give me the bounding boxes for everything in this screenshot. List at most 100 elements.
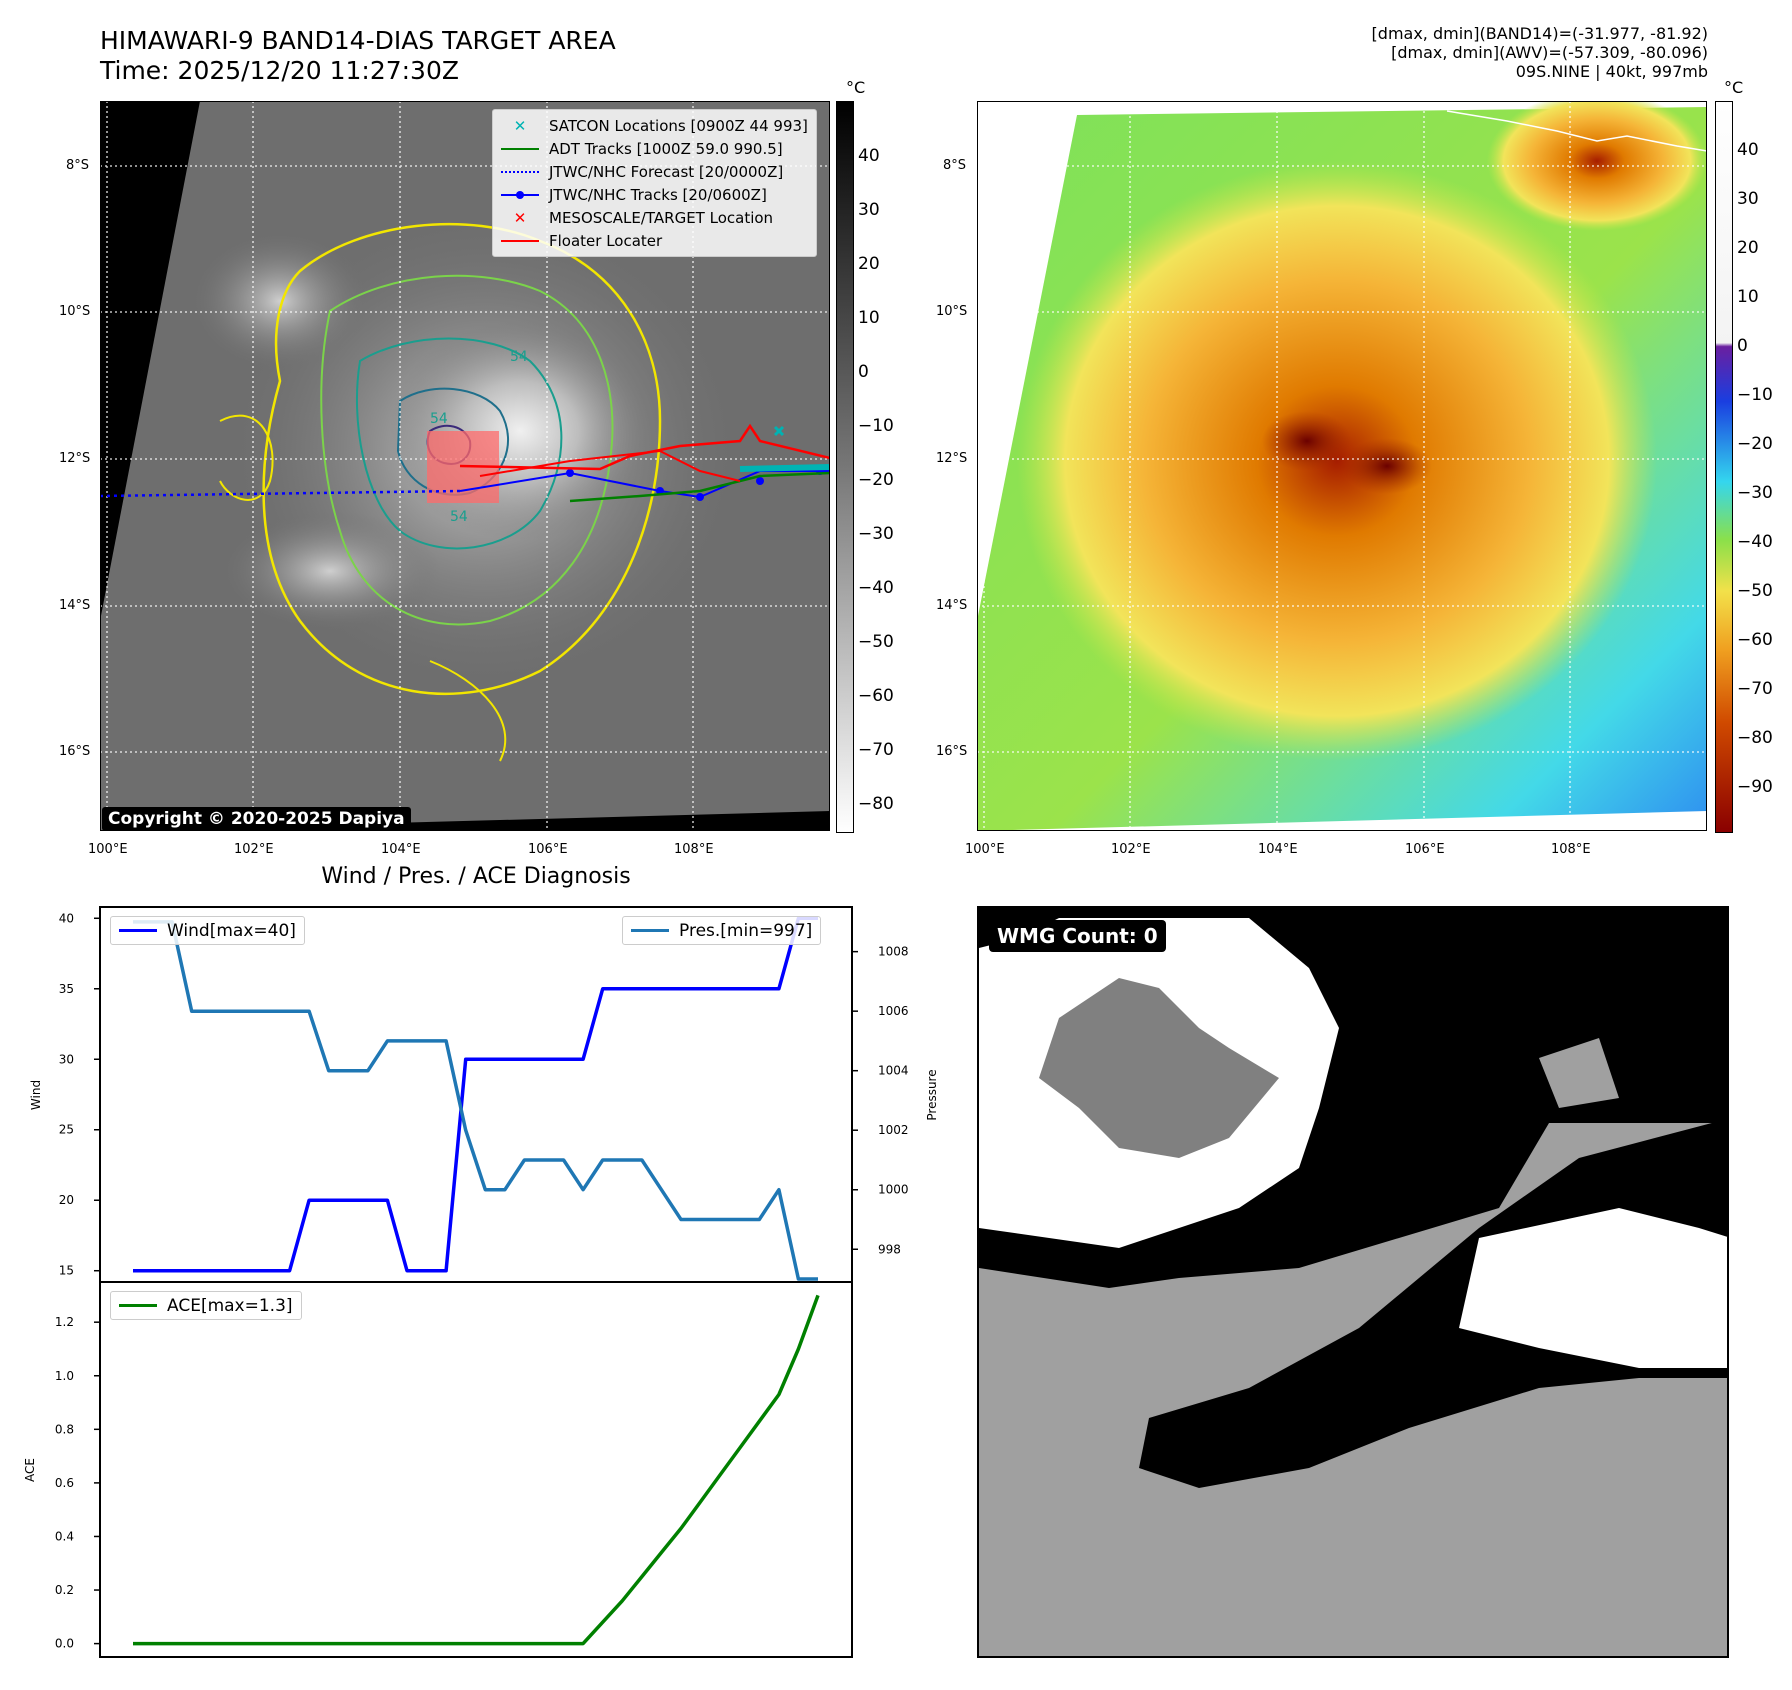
- wmg-black-band: [1139, 1119, 1727, 1488]
- legend-label: Floater Locater: [549, 231, 663, 250]
- wind-ytick-label: 40: [59, 911, 74, 925]
- wind-ytick-label: 35: [59, 982, 74, 996]
- cbar-tick: −70: [1737, 679, 1773, 699]
- colorbar-gray-unit: °C: [846, 78, 866, 97]
- wmg-white-region: [1459, 1208, 1727, 1368]
- color-map-panel: [977, 101, 1707, 831]
- ace-ytick-label: 0.8: [55, 1422, 74, 1436]
- floater-locater: [479, 449, 741, 482]
- ace-panel-frame: [99, 1281, 853, 1658]
- cbar-tick: −90: [1737, 777, 1773, 797]
- lon-label: 104°E: [1258, 842, 1298, 857]
- legend-item-adt: ADT Tracks [1000Z 59.0 990.5]: [501, 137, 808, 160]
- floater-locater: [459, 423, 830, 471]
- coastline: [1446, 110, 1707, 152]
- lon-label: 102°E: [1111, 842, 1151, 857]
- ace-ytick-label: 0.4: [55, 1529, 74, 1543]
- ace-panel: 0.0 0.2 0.4 0.6 0.8 1.0 1.2: [55, 1294, 820, 1651]
- ace-legend: ACE[max=1.3]: [110, 1291, 302, 1320]
- legend-label: SATCON Locations [0900Z 44 993]: [549, 116, 808, 135]
- legend-item-floater: Floater Locater: [501, 229, 808, 252]
- lat-label: 12°S: [936, 451, 968, 466]
- wmg-count-badge: WMG Count: 0: [989, 920, 1166, 952]
- contour-label: 54: [510, 349, 528, 365]
- wind-series-line: [133, 916, 818, 1273]
- wmg-gray-region: [1039, 978, 1279, 1158]
- pressure-legend: Pres.[min=997]: [622, 916, 822, 945]
- lon-label: 104°E: [381, 842, 421, 857]
- figure-title: HIMAWARI-9 BAND14-DIAS TARGET AREA: [100, 26, 616, 55]
- wmg-panel: WMG Count: 0: [977, 906, 1729, 1658]
- stats-info: [dmax, dmin](BAND14)=(-31.977, -81.92) […: [1372, 24, 1708, 81]
- cbar-tick: −40: [858, 578, 894, 598]
- lat-label: 16°S: [59, 744, 91, 759]
- cbar-tick: −30: [1737, 483, 1773, 503]
- ace-ytick-label: 0.2: [55, 1583, 74, 1597]
- lat-label: 12°S: [59, 451, 91, 466]
- cbar-tick: −50: [1737, 581, 1773, 601]
- cbar-tick: 0: [858, 362, 869, 382]
- cbar-tick: 20: [1737, 238, 1759, 258]
- cbar-tick: 0: [1737, 336, 1748, 356]
- wmg-map: [979, 908, 1727, 1488]
- legend-label: Pres.[min=997]: [679, 920, 813, 941]
- cbar-tick: 10: [858, 308, 880, 328]
- lat-label: 14°S: [936, 598, 968, 613]
- x-marker-red-icon: ✕: [513, 208, 527, 227]
- lat-label: 16°S: [936, 744, 968, 759]
- colorbar-color: [1715, 101, 1733, 833]
- cloud-band: [190, 231, 370, 371]
- pressure-ytick-label: 1004: [878, 1064, 909, 1078]
- wind-ytick-label: 15: [59, 1264, 74, 1278]
- cbar-tick: −80: [1737, 728, 1773, 748]
- line-red-icon: [501, 239, 539, 242]
- pressure-ytick-label: 998: [878, 1242, 901, 1256]
- contour-yellow: [429, 660, 507, 762]
- legend-label: ADT Tracks [1000Z 59.0 990.5]: [549, 139, 783, 158]
- legend-label: JTWC/NHC Tracks [20/0600Z]: [549, 185, 767, 204]
- wind-legend: Wind[max=40]: [110, 916, 305, 945]
- dotted-blue-icon: [501, 170, 539, 173]
- stats-storm: 09S.NINE | 40kt, 997mb: [1515, 62, 1708, 81]
- cbar-tick: 30: [858, 200, 880, 220]
- ace-axis-label: ACE: [23, 1458, 37, 1482]
- line-green-icon: [501, 147, 539, 150]
- legend-label: Wind[max=40]: [167, 920, 296, 941]
- lat-label: 14°S: [59, 598, 91, 613]
- copyright-badge: Copyright © 2020-2025 Dapiya: [102, 807, 411, 831]
- ace-ytick-label: 0.6: [55, 1476, 74, 1490]
- contour-yellow: [219, 414, 274, 501]
- wind-ytick-label: 30: [59, 1052, 74, 1066]
- pressure-series-line: [133, 920, 818, 1281]
- cbar-tick: −60: [858, 686, 894, 706]
- pressure-ytick-label: 1008: [878, 945, 909, 959]
- cbar-tick: −70: [858, 740, 894, 760]
- line-dot-blue-icon: [501, 190, 539, 199]
- stats-awv: [dmax, dmin](AWV)=(-57.309, -80.096): [1391, 43, 1708, 62]
- pressure-ytick-label: 1000: [878, 1183, 909, 1197]
- line-blue-icon: [119, 929, 157, 932]
- contour-label: 54: [450, 509, 468, 525]
- color-gridlines: [977, 101, 1707, 831]
- x-marker-cyan-icon: ✕: [513, 116, 527, 135]
- cbar-tick: −80: [858, 794, 894, 814]
- cbar-tick: −60: [1737, 630, 1773, 650]
- cbar-tick: −30: [858, 524, 894, 544]
- cbar-tick: −10: [858, 416, 894, 436]
- line-steelblue-icon: [631, 929, 669, 932]
- lat-label: 10°S: [59, 304, 91, 319]
- cbar-tick: −20: [858, 470, 894, 490]
- wind-ytick-label: 25: [59, 1123, 74, 1137]
- ace-series-line: [133, 1294, 820, 1646]
- cbar-tick: −50: [858, 632, 894, 652]
- wind-pressure-panel: 15 20 25 30 35 40 998 1000 1002 1004 1006 1008: [59, 911, 909, 1281]
- cbar-tick: 20: [858, 254, 880, 274]
- contour-teal: [355, 337, 563, 550]
- lon-label: 102°E: [234, 842, 274, 857]
- color-map: [977, 101, 1707, 831]
- lon-label: 106°E: [1405, 842, 1445, 857]
- satcon-markers: [739, 425, 830, 472]
- cold-top: [1262, 411, 1352, 471]
- wind-panel-frame: [99, 906, 853, 1283]
